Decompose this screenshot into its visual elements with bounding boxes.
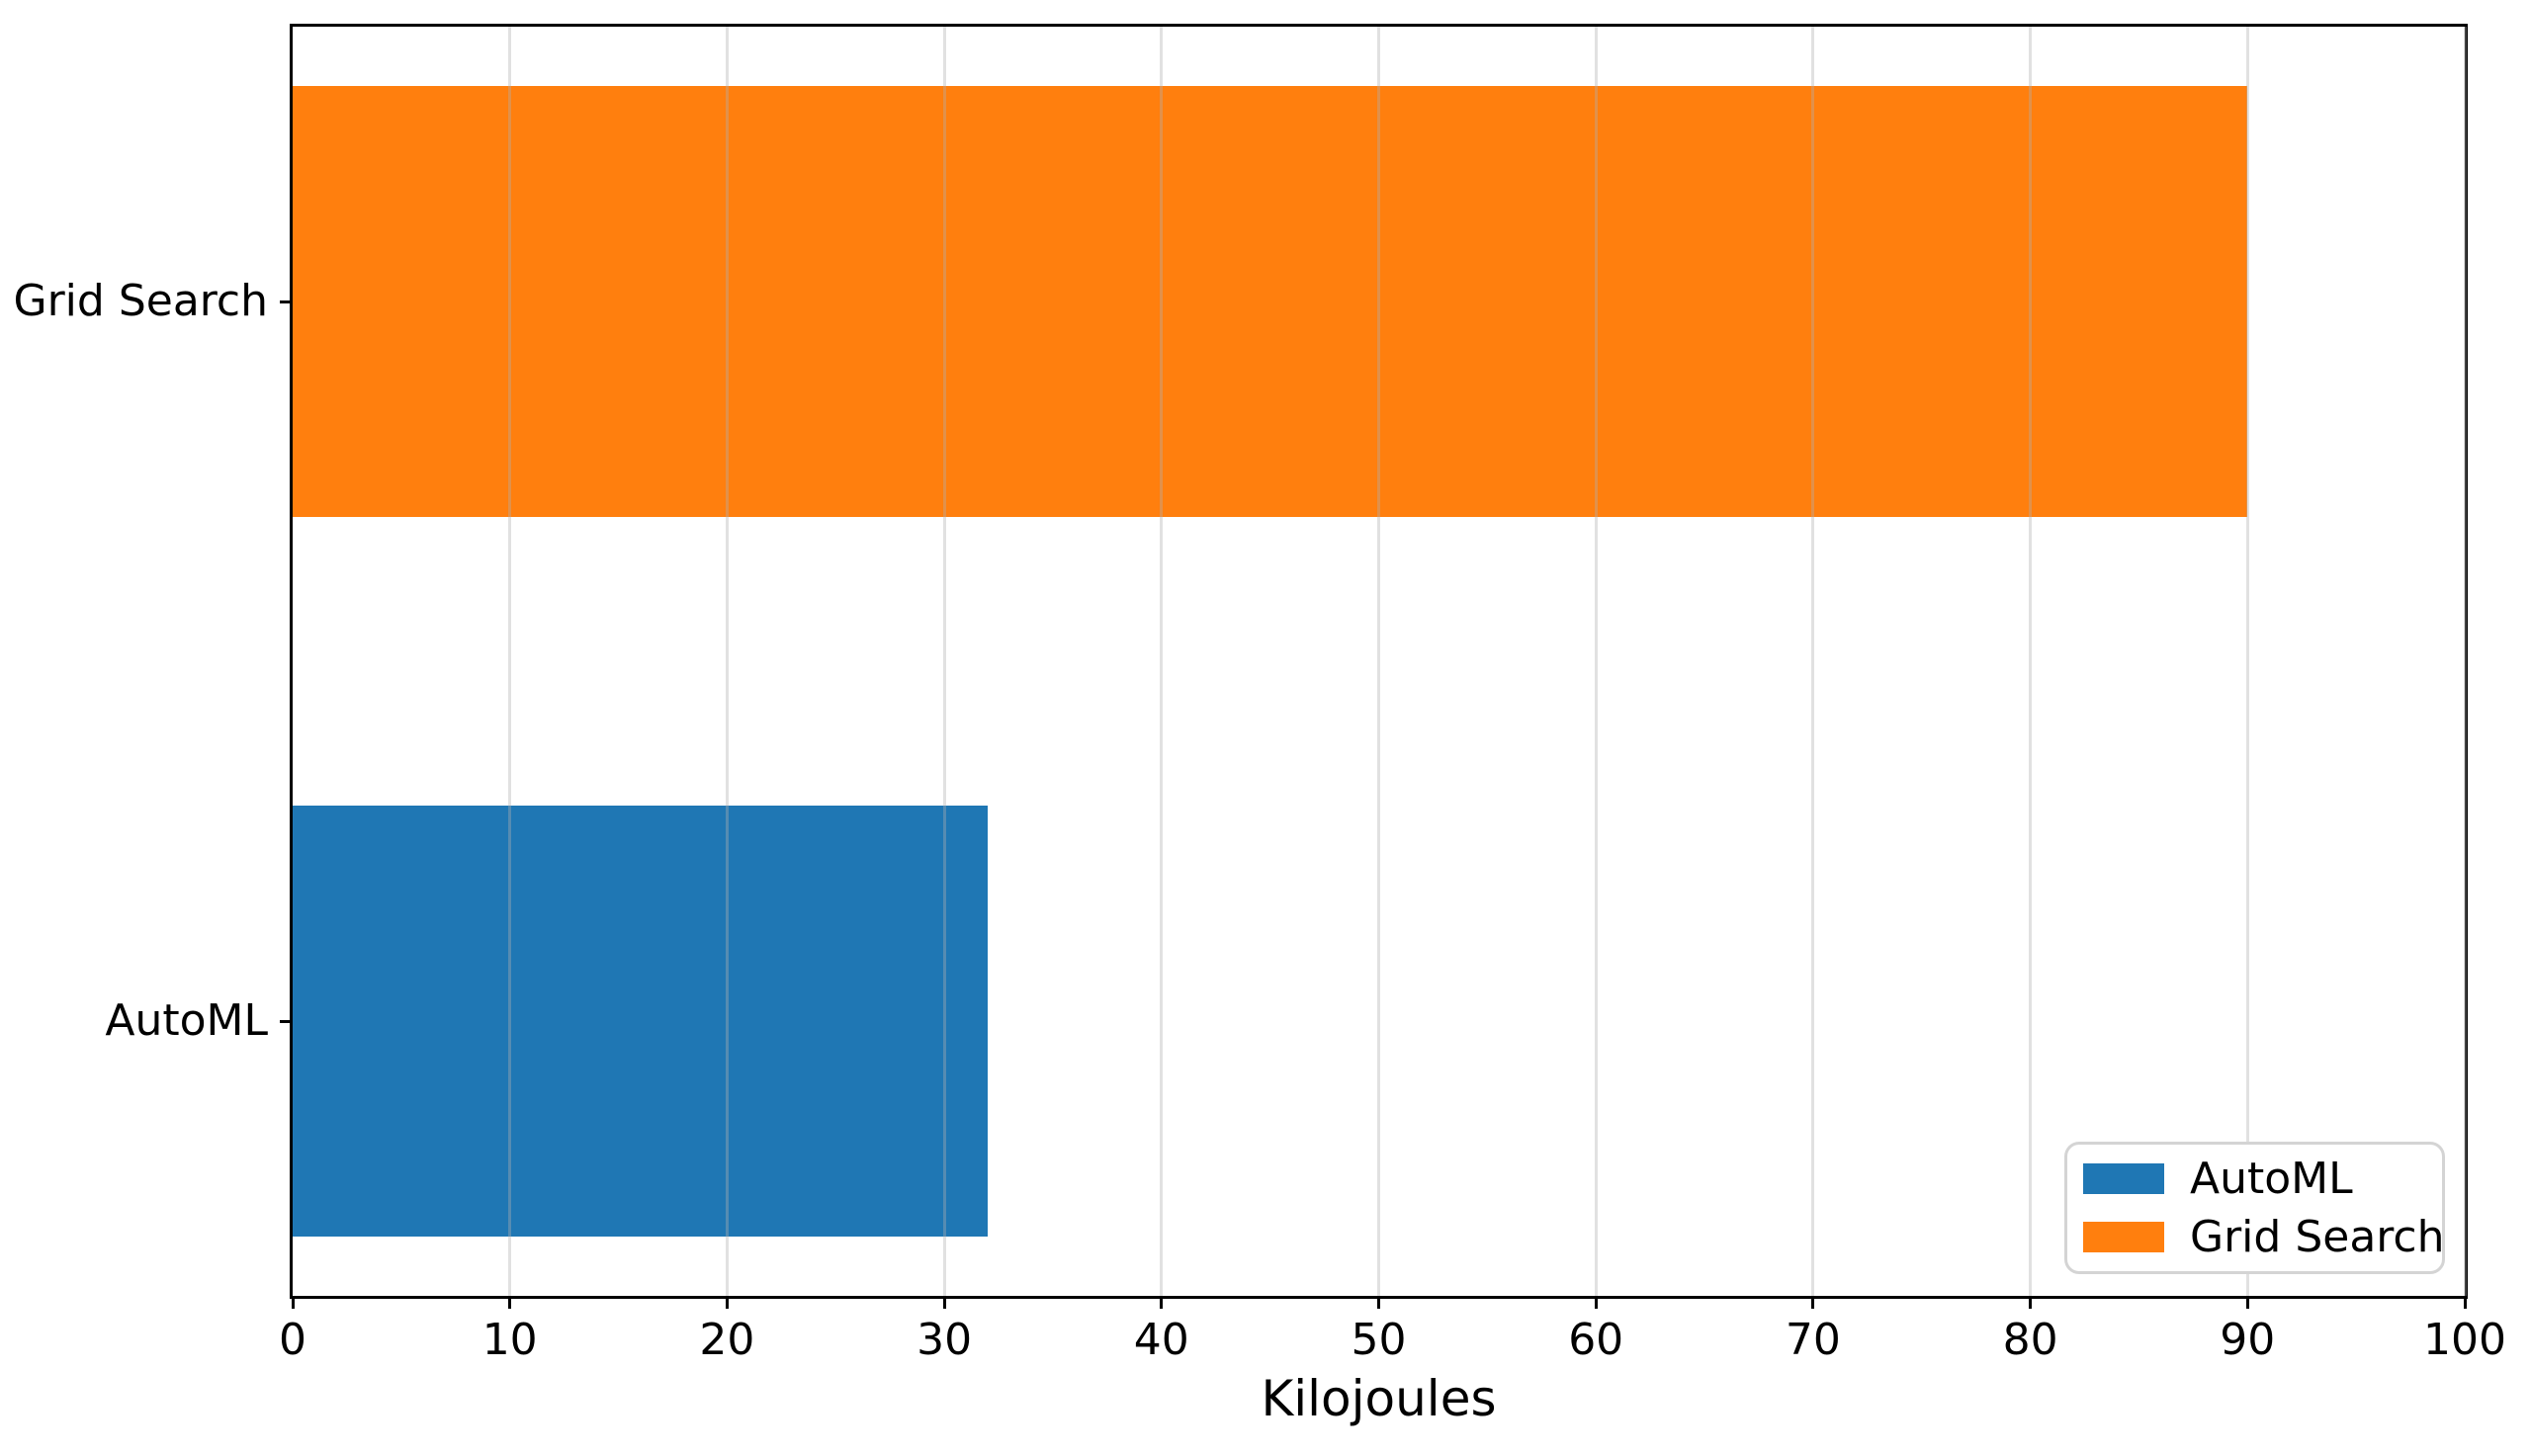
x-tick-mark-50 — [1377, 1296, 1380, 1309]
gridline-x-10 — [508, 27, 512, 1296]
x-tick-label-30: 30 — [916, 1315, 973, 1365]
y-tick-mark-automl — [280, 1019, 293, 1023]
x-tick-mark-0 — [291, 1296, 295, 1309]
gridline-x-70 — [1811, 27, 1815, 1296]
gridline-x-60 — [1594, 27, 1598, 1296]
y-tick-label-automl: AutoML — [105, 995, 268, 1046]
x-tick-mark-80 — [2029, 1296, 2033, 1309]
x-tick-label-70: 70 — [1785, 1315, 1841, 1365]
plot-area — [290, 24, 2468, 1299]
x-tick-mark-100 — [2463, 1296, 2467, 1309]
x-tick-mark-90 — [2245, 1296, 2249, 1309]
x-tick-label-0: 0 — [279, 1315, 306, 1365]
gridline-x-50 — [1377, 27, 1380, 1296]
x-tick-label-80: 80 — [2002, 1315, 2058, 1365]
x-tick-label-100: 100 — [2423, 1315, 2506, 1365]
x-tick-label-50: 50 — [1351, 1315, 1407, 1365]
x-tick-mark-10 — [508, 1296, 512, 1309]
x-tick-label-10: 10 — [481, 1315, 538, 1365]
x-axis-title: Kilojoules — [1261, 1370, 1497, 1427]
legend-label: AutoML — [2190, 1153, 2353, 1204]
gridline-x-100 — [2463, 27, 2467, 1296]
gridline-x-20 — [725, 27, 729, 1296]
legend-swatch-icon — [2083, 1222, 2164, 1253]
x-tick-mark-60 — [1594, 1296, 1598, 1309]
gridline-x-30 — [942, 27, 946, 1296]
x-tick-mark-30 — [942, 1296, 946, 1309]
y-tick-mark-grid-search — [280, 300, 293, 303]
legend: AutoML Grid Search — [2064, 1142, 2445, 1274]
x-tick-label-90: 90 — [2220, 1315, 2276, 1365]
x-tick-mark-20 — [725, 1296, 729, 1309]
x-tick-mark-70 — [1811, 1296, 1815, 1309]
legend-row-automl: AutoML — [2083, 1154, 2426, 1204]
legend-label: Grid Search — [2190, 1212, 2445, 1263]
legend-row-grid-search: Grid Search — [2083, 1212, 2445, 1262]
gridline-x-80 — [2029, 27, 2033, 1296]
x-tick-mark-40 — [1160, 1296, 1164, 1309]
gridline-x-90 — [2245, 27, 2249, 1296]
gridline-x-40 — [1160, 27, 1164, 1296]
x-tick-label-20: 20 — [699, 1315, 755, 1365]
bar-grid-search — [293, 86, 2248, 517]
x-tick-label-60: 60 — [1568, 1315, 1624, 1365]
y-tick-label-grid-search: Grid Search — [13, 276, 269, 326]
legend-swatch-icon — [2083, 1162, 2164, 1194]
x-tick-label-40: 40 — [1133, 1315, 1189, 1365]
bar-automl — [293, 806, 989, 1237]
